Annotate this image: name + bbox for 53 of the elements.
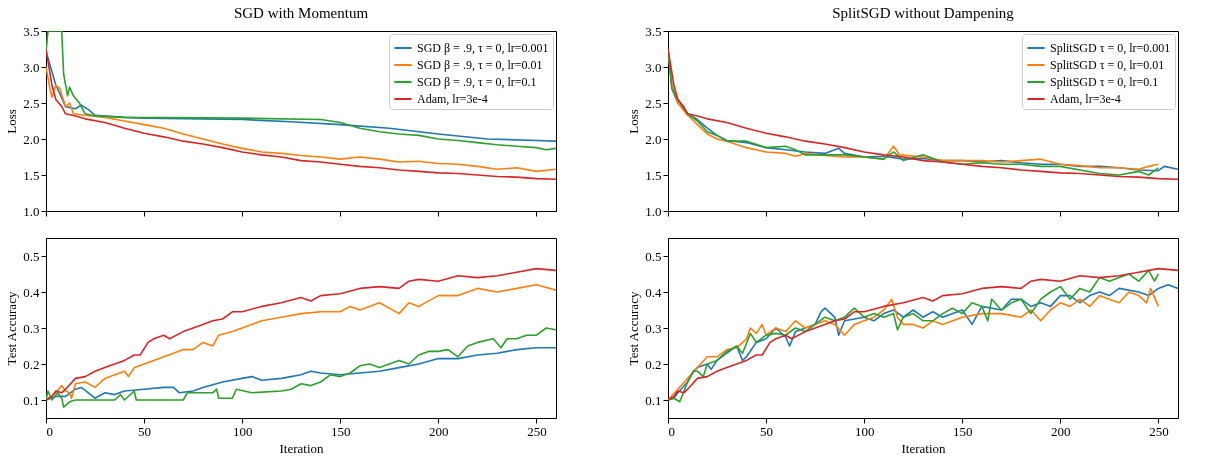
x-tick-label: 100 bbox=[232, 423, 253, 439]
y-tick-label: 3.0 bbox=[645, 59, 662, 75]
legend-label: SplitSGD τ = 0, lr=0.001 bbox=[1050, 41, 1171, 55]
x-tick-label: 250 bbox=[1149, 423, 1169, 439]
legend-label: SGD β = .9, τ = 0, lr=0.001 bbox=[417, 41, 549, 55]
y-tick-label: 0.1 bbox=[23, 392, 40, 408]
x-tick-label: 0 bbox=[668, 423, 675, 439]
y-tick-label: 0.4 bbox=[23, 284, 40, 300]
y-axis-title: Loss bbox=[4, 109, 20, 134]
x-axis-title: Iteration bbox=[279, 440, 325, 456]
y-tick-label: 0.1 bbox=[645, 392, 662, 408]
y-tick-label: 0.3 bbox=[645, 320, 662, 336]
y-tick-label: 1.0 bbox=[23, 203, 40, 219]
legend-label: Adam, lr=3e-4 bbox=[1050, 92, 1121, 106]
x-axis-title: Iteration bbox=[901, 440, 947, 456]
y-tick-label: 1.5 bbox=[645, 167, 662, 183]
y-tick-label: 2.0 bbox=[645, 131, 662, 147]
x-tick-label: 0 bbox=[46, 423, 53, 439]
x-tick-label: 150 bbox=[952, 423, 973, 439]
y-tick-label: 0.5 bbox=[23, 248, 40, 264]
y-tick-label: 2.0 bbox=[23, 131, 40, 147]
y-tick-label: 0.3 bbox=[23, 320, 40, 336]
legend-label: Adam, lr=3e-4 bbox=[417, 92, 488, 106]
x-tick-label: 250 bbox=[527, 423, 547, 439]
line-series bbox=[46, 347, 556, 401]
legend-label: SGD β = .9, τ = 0, lr=0.01 bbox=[417, 58, 543, 72]
y-tick-label: 0.2 bbox=[645, 356, 662, 372]
x-tick-label: 200 bbox=[429, 423, 449, 439]
x-tick-label: 150 bbox=[330, 423, 351, 439]
line-series bbox=[46, 327, 556, 408]
y-tick-label: 3.5 bbox=[23, 23, 40, 39]
y-tick-label: 2.5 bbox=[23, 95, 40, 111]
y-tick-label: 1.5 bbox=[23, 167, 40, 183]
x-tick-label: 50 bbox=[138, 423, 152, 439]
y-tick-label: 3.0 bbox=[23, 59, 40, 75]
legend-label: SGD β = .9, τ = 0, lr=0.1 bbox=[417, 75, 537, 89]
y-axis-title: Test Accuracy bbox=[626, 291, 642, 366]
line-series bbox=[46, 31, 556, 151]
y-tick-label: 0.4 bbox=[645, 284, 662, 300]
legend-label: SplitSGD τ = 0, lr=0.1 bbox=[1050, 75, 1159, 89]
y-tick-label: 2.5 bbox=[645, 95, 662, 111]
y-tick-label: 3.5 bbox=[645, 23, 662, 39]
x-tick-label: 50 bbox=[760, 423, 774, 439]
y-tick-label: 1.0 bbox=[645, 203, 662, 219]
y-axis-title: Test Accuracy bbox=[4, 291, 20, 366]
y-tick-label: 0.5 bbox=[645, 248, 662, 264]
x-tick-label: 100 bbox=[854, 423, 875, 439]
chart-title: SGD with Momentum bbox=[233, 5, 369, 21]
y-axis-title: Loss bbox=[626, 109, 642, 134]
chart-title: SplitSGD without Dampening bbox=[832, 5, 1015, 21]
x-tick-label: 200 bbox=[1051, 423, 1071, 439]
legend-label: SplitSGD τ = 0, lr=0.01 bbox=[1050, 58, 1165, 72]
y-tick-label: 0.2 bbox=[23, 356, 40, 372]
